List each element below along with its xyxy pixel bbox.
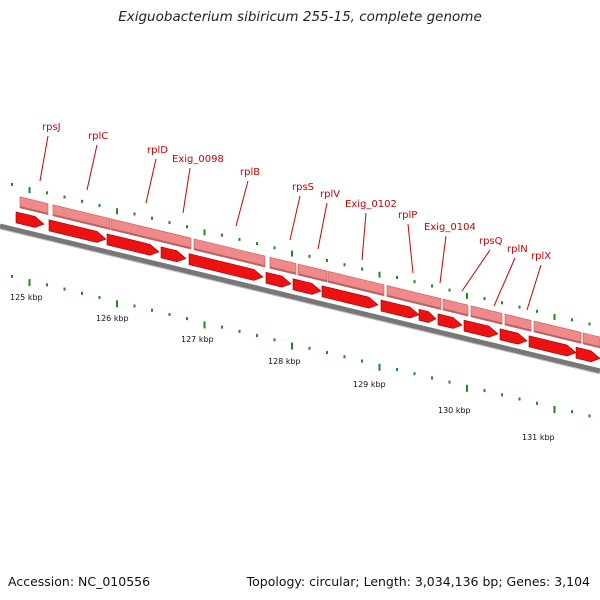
cds-arrow <box>418 308 437 323</box>
cds-arrow <box>292 278 322 295</box>
gene-segment-edge <box>297 273 328 282</box>
gene-segment <box>52 204 111 230</box>
cds-arrow <box>380 299 420 319</box>
genome-backbone-shadow <box>0 228 600 375</box>
gene-segment <box>327 270 385 297</box>
accession-text: Accession: NC_010556 <box>8 574 151 589</box>
gene-label-leader <box>461 249 491 292</box>
cds-arrow <box>106 233 160 256</box>
gene-segment <box>442 298 469 317</box>
map-title: Exiguobacterium sibiricum 255-15, comple… <box>118 9 482 25</box>
gene-label-rpsS: rpsS <box>292 182 314 193</box>
cds-arrow <box>321 285 379 309</box>
genome-summary-text: Topology: circular; Length: 3,034,136 bp… <box>246 574 590 589</box>
gene-label-leader <box>145 158 157 204</box>
cds-arrow <box>437 313 463 329</box>
gene-segment-edge <box>504 323 532 332</box>
gene-label-leader <box>361 212 367 261</box>
gene-label-leader <box>493 257 516 307</box>
gene-segment-edge <box>470 315 503 325</box>
gene-segment <box>19 196 49 215</box>
gene-label-rplD: rplD <box>147 145 168 156</box>
gene-label-exig0104: Exig_0104 <box>424 222 476 233</box>
gene-label-leader <box>526 264 542 311</box>
gene-label-leader <box>439 235 447 284</box>
cds-arrow <box>15 211 45 228</box>
gene-segment-edge <box>582 342 600 348</box>
gene-segment <box>269 256 297 275</box>
gene-label-rpsQ: rpsQ <box>479 236 503 247</box>
gene-label-rplC: rplC <box>88 131 108 142</box>
cds-arrow <box>265 271 292 288</box>
gene-segment <box>193 238 266 268</box>
gene-segment <box>504 313 532 332</box>
gene-segment-edge <box>52 214 111 230</box>
genome-backbone <box>0 223 600 374</box>
gene-segment <box>533 320 582 344</box>
gene-segment-edge <box>269 266 297 275</box>
gene-segment <box>470 305 503 325</box>
gene-label-rplN: rplN <box>507 244 528 255</box>
gene-label-exig0098: Exig_0098 <box>172 154 224 165</box>
gene-segment <box>110 218 192 250</box>
gene-label-leader <box>407 223 414 274</box>
cds-arrow <box>48 219 107 243</box>
gene-label-rpsJ: rpsJ <box>42 122 61 133</box>
axis-label-129kbp: 129 kbp <box>353 380 386 389</box>
gene-segment-edge <box>110 228 192 249</box>
gene-segment-edge <box>533 330 582 344</box>
axis-label-126kbp: 126 kbp <box>96 314 129 323</box>
cds-arrow <box>188 253 264 281</box>
gene-label-rplB: rplB <box>240 167 260 178</box>
gene-segment-edge <box>327 280 385 296</box>
gene-label-leader <box>289 195 301 241</box>
gene-segment-edge <box>442 308 469 316</box>
cds-arrow <box>575 346 600 363</box>
gene-label-leader <box>86 144 98 191</box>
gene-label-leader <box>182 167 191 214</box>
gene-segment-edge <box>386 294 442 310</box>
gene-segment-edge <box>19 206 49 215</box>
gene-label-exig0102: Exig_0102 <box>345 199 397 210</box>
axis-label-128kbp: 128 kbp <box>268 357 301 366</box>
axis-label-125kbp: 125 kbp <box>10 293 43 302</box>
gene-label-leader <box>317 202 328 250</box>
gene-label-rplP: rplP <box>398 210 417 221</box>
axis-label-130kbp: 130 kbp <box>438 406 471 415</box>
gene-segment-edge <box>193 248 266 267</box>
gene-label-rplV: rplV <box>320 189 340 200</box>
axis-label-131kbp: 131 kbp <box>522 433 555 442</box>
cds-arrow <box>528 335 577 357</box>
gene-label-rplX: rplX <box>531 251 551 262</box>
axis-label-127kbp: 127 kbp <box>181 335 214 344</box>
cds-arrow <box>463 319 499 338</box>
gene-label-leader <box>235 180 249 227</box>
cds-arrow <box>160 246 187 263</box>
gene-label-leader <box>39 135 49 182</box>
cds-arrow <box>499 328 528 345</box>
gene-segment <box>386 285 442 310</box>
gene-segment <box>297 263 328 283</box>
